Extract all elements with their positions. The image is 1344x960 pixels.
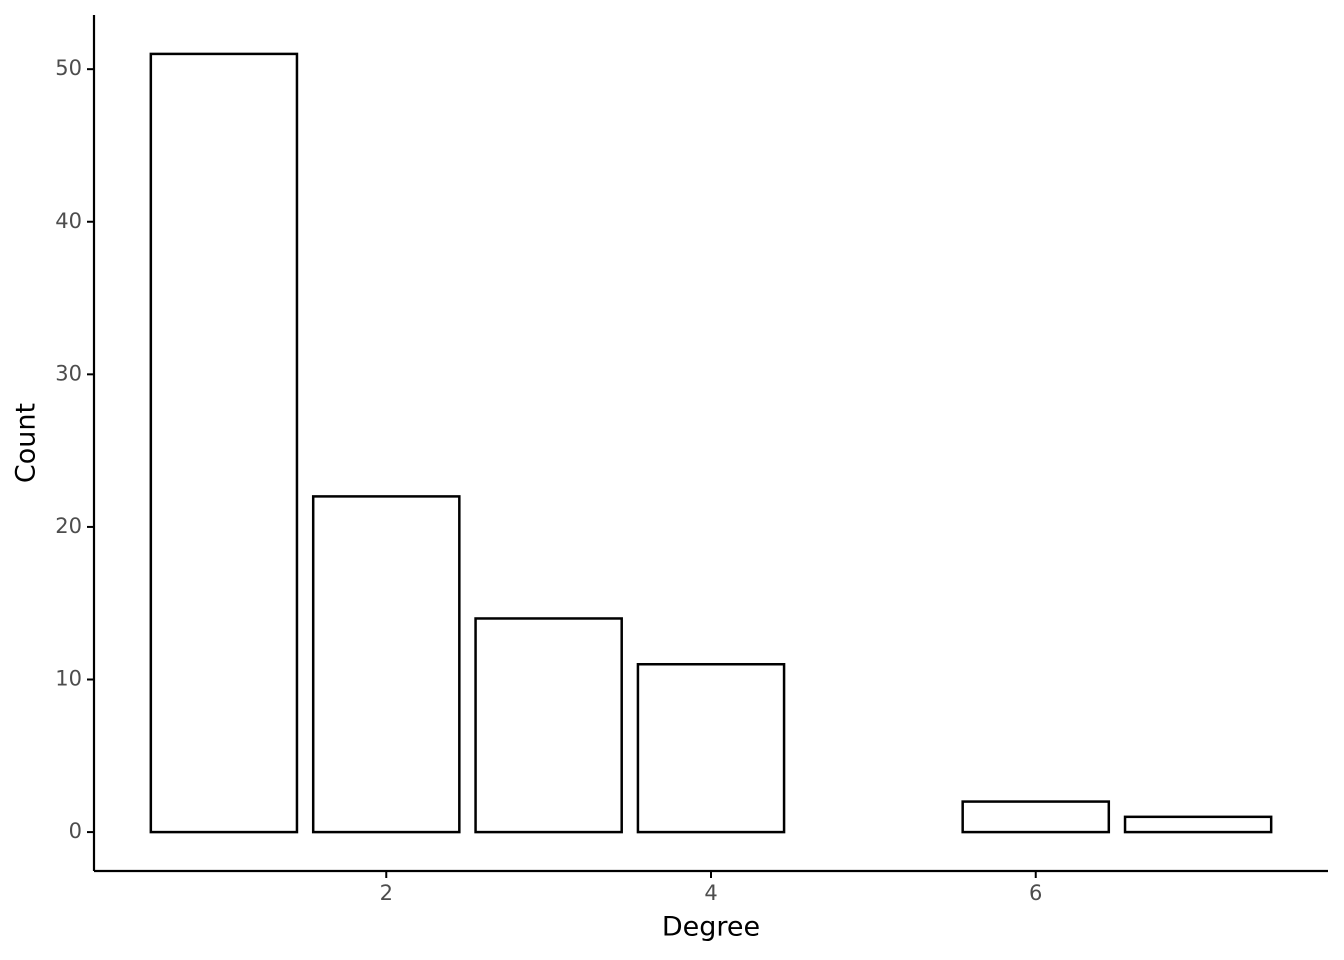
- bar: [474, 617, 623, 834]
- bar: [961, 800, 1111, 834]
- y-tick-label: 30: [55, 361, 82, 385]
- y-tick-label: 0: [69, 819, 82, 843]
- x-tick-label: 6: [1029, 881, 1042, 905]
- x-tick-label: 4: [704, 881, 717, 905]
- bar: [1123, 815, 1273, 834]
- y-axis-title: Count: [11, 403, 42, 483]
- bar: [149, 52, 299, 834]
- y-tick-label: 10: [55, 667, 82, 691]
- y-tick-label: 50: [55, 56, 82, 80]
- bar: [636, 662, 786, 834]
- x-axis-title: Degree: [662, 912, 760, 943]
- x-tick-label: 2: [380, 881, 393, 905]
- bar: [311, 495, 461, 834]
- y-tick-label: 20: [55, 514, 82, 538]
- y-tick-label: 40: [55, 209, 82, 233]
